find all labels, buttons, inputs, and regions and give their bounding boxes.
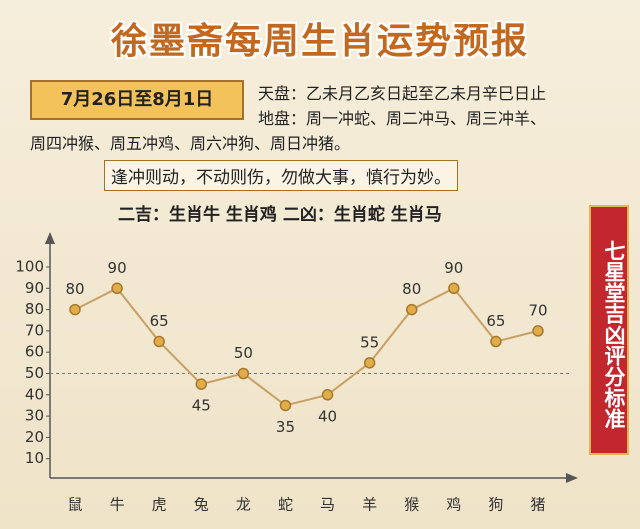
value-label: 90 [444,259,463,277]
info-line: 地盘：周一冲蛇、周二冲马、周三冲羊、 [258,109,547,128]
date-badge: 7月26日至8月1日 [30,80,244,120]
x-tick-label: 牛 [110,496,125,514]
y-tick-label: 50 [25,364,44,382]
value-label: 45 [192,397,211,415]
point [153,335,165,348]
x-tick-label: 蛇 [278,496,293,514]
value-label: 80 [65,280,84,298]
point [363,357,376,369]
y-tick-label: 10 [25,449,44,467]
x-tick-label: 猴 [404,496,419,514]
y-tick-label: 100 [15,258,44,276]
value-label: 80 [402,280,421,298]
value-label: 55 [360,333,379,351]
title: 徐墨斋每周生肖运势预报 [110,21,529,62]
x-tick-label: 马 [320,496,335,514]
motto: 逢冲则动，不动则伤，勿做大事，慎行为妙。 [104,160,458,191]
x-tick-label: 虎 [152,496,167,514]
point [195,378,208,390]
x-tick-label: 鸡 [446,496,461,514]
point [490,335,502,348]
y-tick-label: 60 [25,343,44,361]
info-line: 周四冲猴、周五冲鸡、周六冲狗、周日冲猪。 [30,134,351,153]
value-label: 70 [528,301,547,319]
value-label: 65 [486,312,505,330]
y-tick-label: 70 [25,321,44,339]
point [321,389,334,401]
axis-arrow [45,232,55,244]
point [237,367,250,380]
value-label: 90 [108,259,127,277]
point [448,282,460,295]
y-tick-label: 80 [25,300,44,318]
x-tick-label: 狗 [488,496,503,514]
x-tick-label: 龙 [236,496,251,514]
axis-arrow [566,473,578,483]
y-tick-label: 20 [25,428,44,446]
value-label: 50 [234,344,253,362]
y-tick-label: 30 [25,407,44,425]
point [279,399,292,412]
point [111,282,123,295]
x-tick-label: 兔 [194,496,209,514]
x-tick-label: 鼠 [67,496,82,514]
value-label: 65 [150,312,169,330]
x-tick-label: 猪 [530,496,545,514]
y-tick-label: 90 [25,279,44,297]
value-label: 35 [276,418,295,436]
side-banner: 七星堂吉凶评分标准 [589,205,629,455]
value-label: 40 [318,407,337,425]
point [405,303,418,316]
info-line: 天盘：乙未月乙亥日起至乙未月辛巳日止 [258,84,547,103]
x-tick-label: 羊 [362,496,377,514]
point [69,303,81,316]
line [74,287,539,407]
point [532,325,544,337]
summary: 二吉：生肖牛 生肖鸡 二凶：生肖蛇 生肖马 [118,205,442,225]
y-tick-label: 40 [25,385,44,403]
